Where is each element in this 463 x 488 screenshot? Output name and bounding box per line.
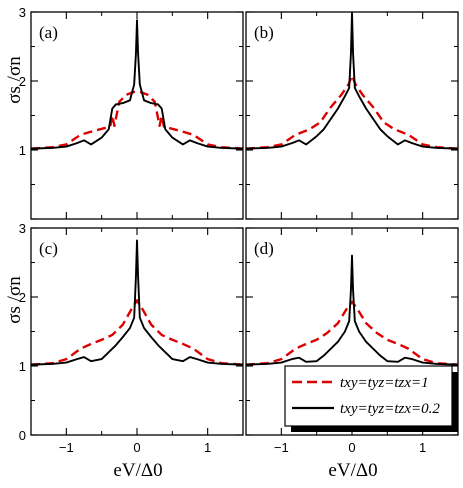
panel-label: (b) [254,23,274,42]
legend-box [284,365,453,427]
series-solid-line [31,239,243,366]
x-tick-label: 1 [204,440,211,455]
panel-2: (b) [245,11,459,220]
x-tick-label: 0 [348,440,355,455]
y-tick-label: 2 [19,74,26,89]
y-tick-label: 0 [19,428,26,443]
panels: 1 2 3 (a) (b) 0 1 2 3 −1 0 1 (c) −1 0 1 (d) [19,5,459,455]
panel-label: (d) [254,239,274,258]
panel-3: 0 1 2 3 −1 0 1 (c) [19,221,244,455]
y-axis-title-bottom-text: σs /σn [4,276,25,324]
y-tick-label: 1 [19,359,26,374]
panel-label: (c) [39,239,58,258]
series-dashed-line [246,74,458,150]
panel-1: 1 2 3 (a) [19,5,244,220]
x-tick-label: −1 [274,440,289,455]
x-axis-title-left: eV/Δ0 [113,460,162,481]
series-solid-line [31,19,243,150]
panel-4: −1 0 1 (d) [245,227,459,455]
y-tick-label: 3 [19,5,26,20]
y-axis-title-top-text: σs /σn [4,56,25,104]
x-tick-label: 0 [133,440,140,455]
series-solid-line [246,12,458,150]
panel-label: (a) [39,23,58,42]
y-tick-label: 3 [19,221,26,236]
y-tick-label: 1 [19,143,26,158]
x-tick-label: −1 [59,440,74,455]
series-solid-line [246,254,458,366]
legend-label-solid: txy=tyz=tzx=0.2 [340,401,440,417]
y-axis-title-bottom: σs /σn [4,276,25,324]
y-tick-label: 2 [19,290,26,305]
x-axis-title-right: eV/Δ0 [328,460,377,481]
legend: txy=tyz=tzx=1 txy=tyz=tzx=0.2 [284,365,458,432]
series-dashed-line [31,299,243,366]
y-axis-title-top: σs /σn [4,56,25,104]
x-tick-label: 1 [419,440,426,455]
series-dashed-line [246,300,458,366]
series-dashed-line [31,90,243,150]
legend-label-dashed: txy=tyz=tzx=1 [340,375,429,391]
